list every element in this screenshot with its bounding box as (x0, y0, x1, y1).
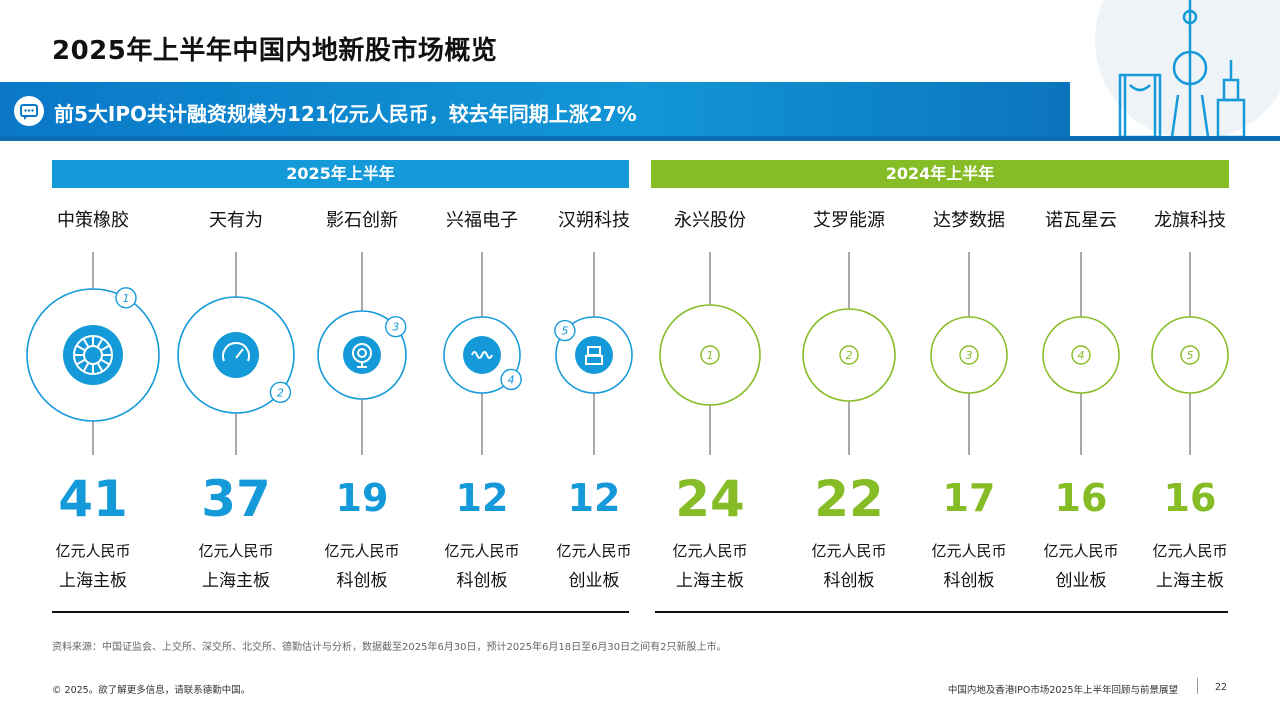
amount-unit: 亿元人民币 (1152, 542, 1228, 560)
amount-unit: 亿元人民币 (672, 542, 748, 560)
headline-text: 前5大IPO共计融资规模为121亿元人民币，较去年同期上涨27% (54, 102, 637, 126)
amount-unit: 亿元人民币 (556, 542, 632, 560)
company-name: 影石创新 (326, 210, 398, 231)
rank-badge (269, 381, 292, 403)
ipo-amount: 24 (675, 470, 745, 528)
ipo-amount: 16 (1163, 476, 1217, 520)
source-note: 资料来源：中国证监会、上交所、深交所、北交所、德勤估计与分析，数据截至2025年… (52, 642, 727, 653)
rank-badge-number: 4 (508, 373, 515, 386)
rule-2025 (52, 611, 629, 613)
chat-bubble-icon (14, 96, 44, 126)
company-name: 永兴股份 (674, 210, 746, 231)
chip-wave-icon (471, 351, 493, 359)
listing-board: 科创板 (336, 571, 388, 591)
amount-unit: 亿元人民币 (444, 542, 520, 560)
banner-underline (0, 136, 1280, 141)
rank-badge (385, 316, 407, 338)
company-name: 汉朔科技 (558, 210, 630, 231)
amount-unit: 亿元人民币 (55, 542, 131, 560)
company-name: 诺瓦星云 (1045, 210, 1117, 231)
amount-unit: 亿元人民币 (198, 542, 274, 560)
rank-badge (1180, 345, 1200, 365)
rank-badge (500, 368, 522, 391)
listing-board: 科创板 (943, 571, 995, 591)
listing-board: 创业板 (568, 571, 620, 591)
ipo-amount: 41 (58, 470, 128, 528)
rank-badge-number: 2 (277, 386, 284, 399)
page-title: 2025年上半年中国内地新股市场概览 (52, 36, 498, 66)
icon-disc (213, 332, 259, 378)
group-header-2024: 2024年上半年 (651, 160, 1229, 188)
ipo-amount: 17 (942, 476, 996, 520)
amount-unit: 亿元人民币 (931, 542, 1007, 560)
ipo-amount: 22 (814, 470, 884, 528)
ipo-amount: 19 (335, 476, 389, 520)
company-name: 天有为 (209, 210, 263, 231)
listing-board: 科创板 (456, 571, 508, 591)
rank-badge-number: 5 (1187, 349, 1194, 362)
amount-unit: 亿元人民币 (1043, 542, 1119, 560)
listing-board: 上海主板 (202, 571, 270, 591)
company-name: 兴福电子 (446, 210, 518, 231)
rank-badge (554, 319, 576, 342)
icon-disc (343, 336, 381, 374)
copyright-footer: © 2025。欲了解更多信息，请联系德勤中国。 (52, 685, 251, 696)
listing-board: 科创板 (823, 571, 875, 591)
company-name: 龙旗科技 (1154, 210, 1226, 231)
camera-icon (352, 343, 372, 368)
rank-badge-number: 3 (966, 349, 973, 362)
tech-icon (585, 346, 603, 365)
report-title-footer: 中国内地及香港IPO市场2025年上半年回顾与前景展望 (947, 685, 1178, 696)
ipo-amount: 12 (455, 476, 509, 520)
gauge-icon (222, 342, 250, 362)
amount-unit: 亿元人民币 (324, 542, 400, 560)
listing-board: 创业板 (1055, 571, 1107, 591)
rank-badge (115, 287, 137, 309)
company-name: 达梦数据 (933, 210, 1005, 231)
rank-badge-number: 3 (392, 321, 399, 334)
listing-board: 上海主板 (676, 571, 744, 591)
tire-icon (73, 335, 113, 375)
company-name: 中策橡胶 (57, 210, 129, 231)
rank-badge-number: 2 (846, 349, 853, 362)
rule-2024 (655, 611, 1228, 613)
footer-separator (1197, 678, 1198, 694)
rank-badge-number: 4 (1078, 349, 1085, 362)
rank-badge (839, 345, 859, 365)
ipo-amount: 12 (567, 476, 621, 520)
headline-banner (0, 82, 1070, 136)
amount-unit: 亿元人民币 (811, 542, 887, 560)
rank-badge-number: 5 (561, 325, 568, 338)
company-name: 艾罗能源 (813, 210, 885, 231)
rank-badge (959, 345, 979, 365)
rank-badge (700, 345, 720, 365)
listing-board: 上海主板 (1156, 571, 1224, 591)
group-header-2025: 2025年上半年 (52, 160, 629, 188)
shanghai-skyline-illustration (1095, 0, 1280, 140)
listing-board: 上海主板 (59, 571, 127, 591)
page-number: 22 (1215, 682, 1228, 693)
rank-badge-number: 1 (123, 292, 130, 305)
ipo-amount: 37 (201, 470, 271, 528)
icon-disc (63, 325, 123, 385)
rank-badge (1071, 345, 1091, 365)
ipo-amount: 16 (1054, 476, 1108, 520)
rank-badge-number: 1 (707, 349, 714, 362)
